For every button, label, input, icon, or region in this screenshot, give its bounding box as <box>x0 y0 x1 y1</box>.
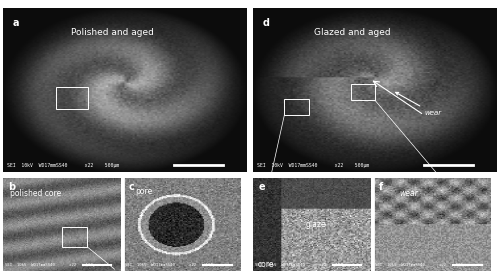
Text: SEI  10kV  WD17mmSS40      x22    500μm: SEI 10kV WD17mmSS40 x22 500μm <box>376 263 468 267</box>
Text: Glazed and aged: Glazed and aged <box>314 28 390 37</box>
Bar <box>56 87 88 109</box>
Text: SEI  10kV  WD17mmSS40      x22    500μm: SEI 10kV WD17mmSS40 x22 500μm <box>126 263 218 267</box>
Text: core: core <box>257 260 274 269</box>
Text: wear: wear <box>396 92 441 116</box>
Text: SEI  10kV  WD17mmSS40      x22    500μm: SEI 10kV WD17mmSS40 x22 500μm <box>258 162 370 168</box>
Text: b: b <box>8 182 16 192</box>
Text: pore: pore <box>135 187 152 196</box>
Bar <box>350 84 375 100</box>
Text: SEI  10kV  WD17mmSS40      x22    500μm: SEI 10kV WD17mmSS40 x22 500μm <box>5 263 98 267</box>
Text: Polished and aged: Polished and aged <box>71 28 154 37</box>
Bar <box>284 99 309 115</box>
Text: wear: wear <box>399 189 417 198</box>
Bar <box>62 227 88 247</box>
Text: glaze: glaze <box>306 220 326 229</box>
Text: d: d <box>262 18 270 28</box>
Text: e: e <box>258 182 265 192</box>
Text: SEI  10kV  WD17mmSS40      x22    500μm: SEI 10kV WD17mmSS40 x22 500μm <box>8 162 119 168</box>
Text: c: c <box>129 182 134 192</box>
Text: polished core: polished core <box>10 189 61 198</box>
Text: f: f <box>379 182 383 192</box>
Text: a: a <box>12 18 19 28</box>
Text: SEI  10kV  WD17mmSS40      x22    500μm: SEI 10kV WD17mmSS40 x22 500μm <box>255 263 348 267</box>
